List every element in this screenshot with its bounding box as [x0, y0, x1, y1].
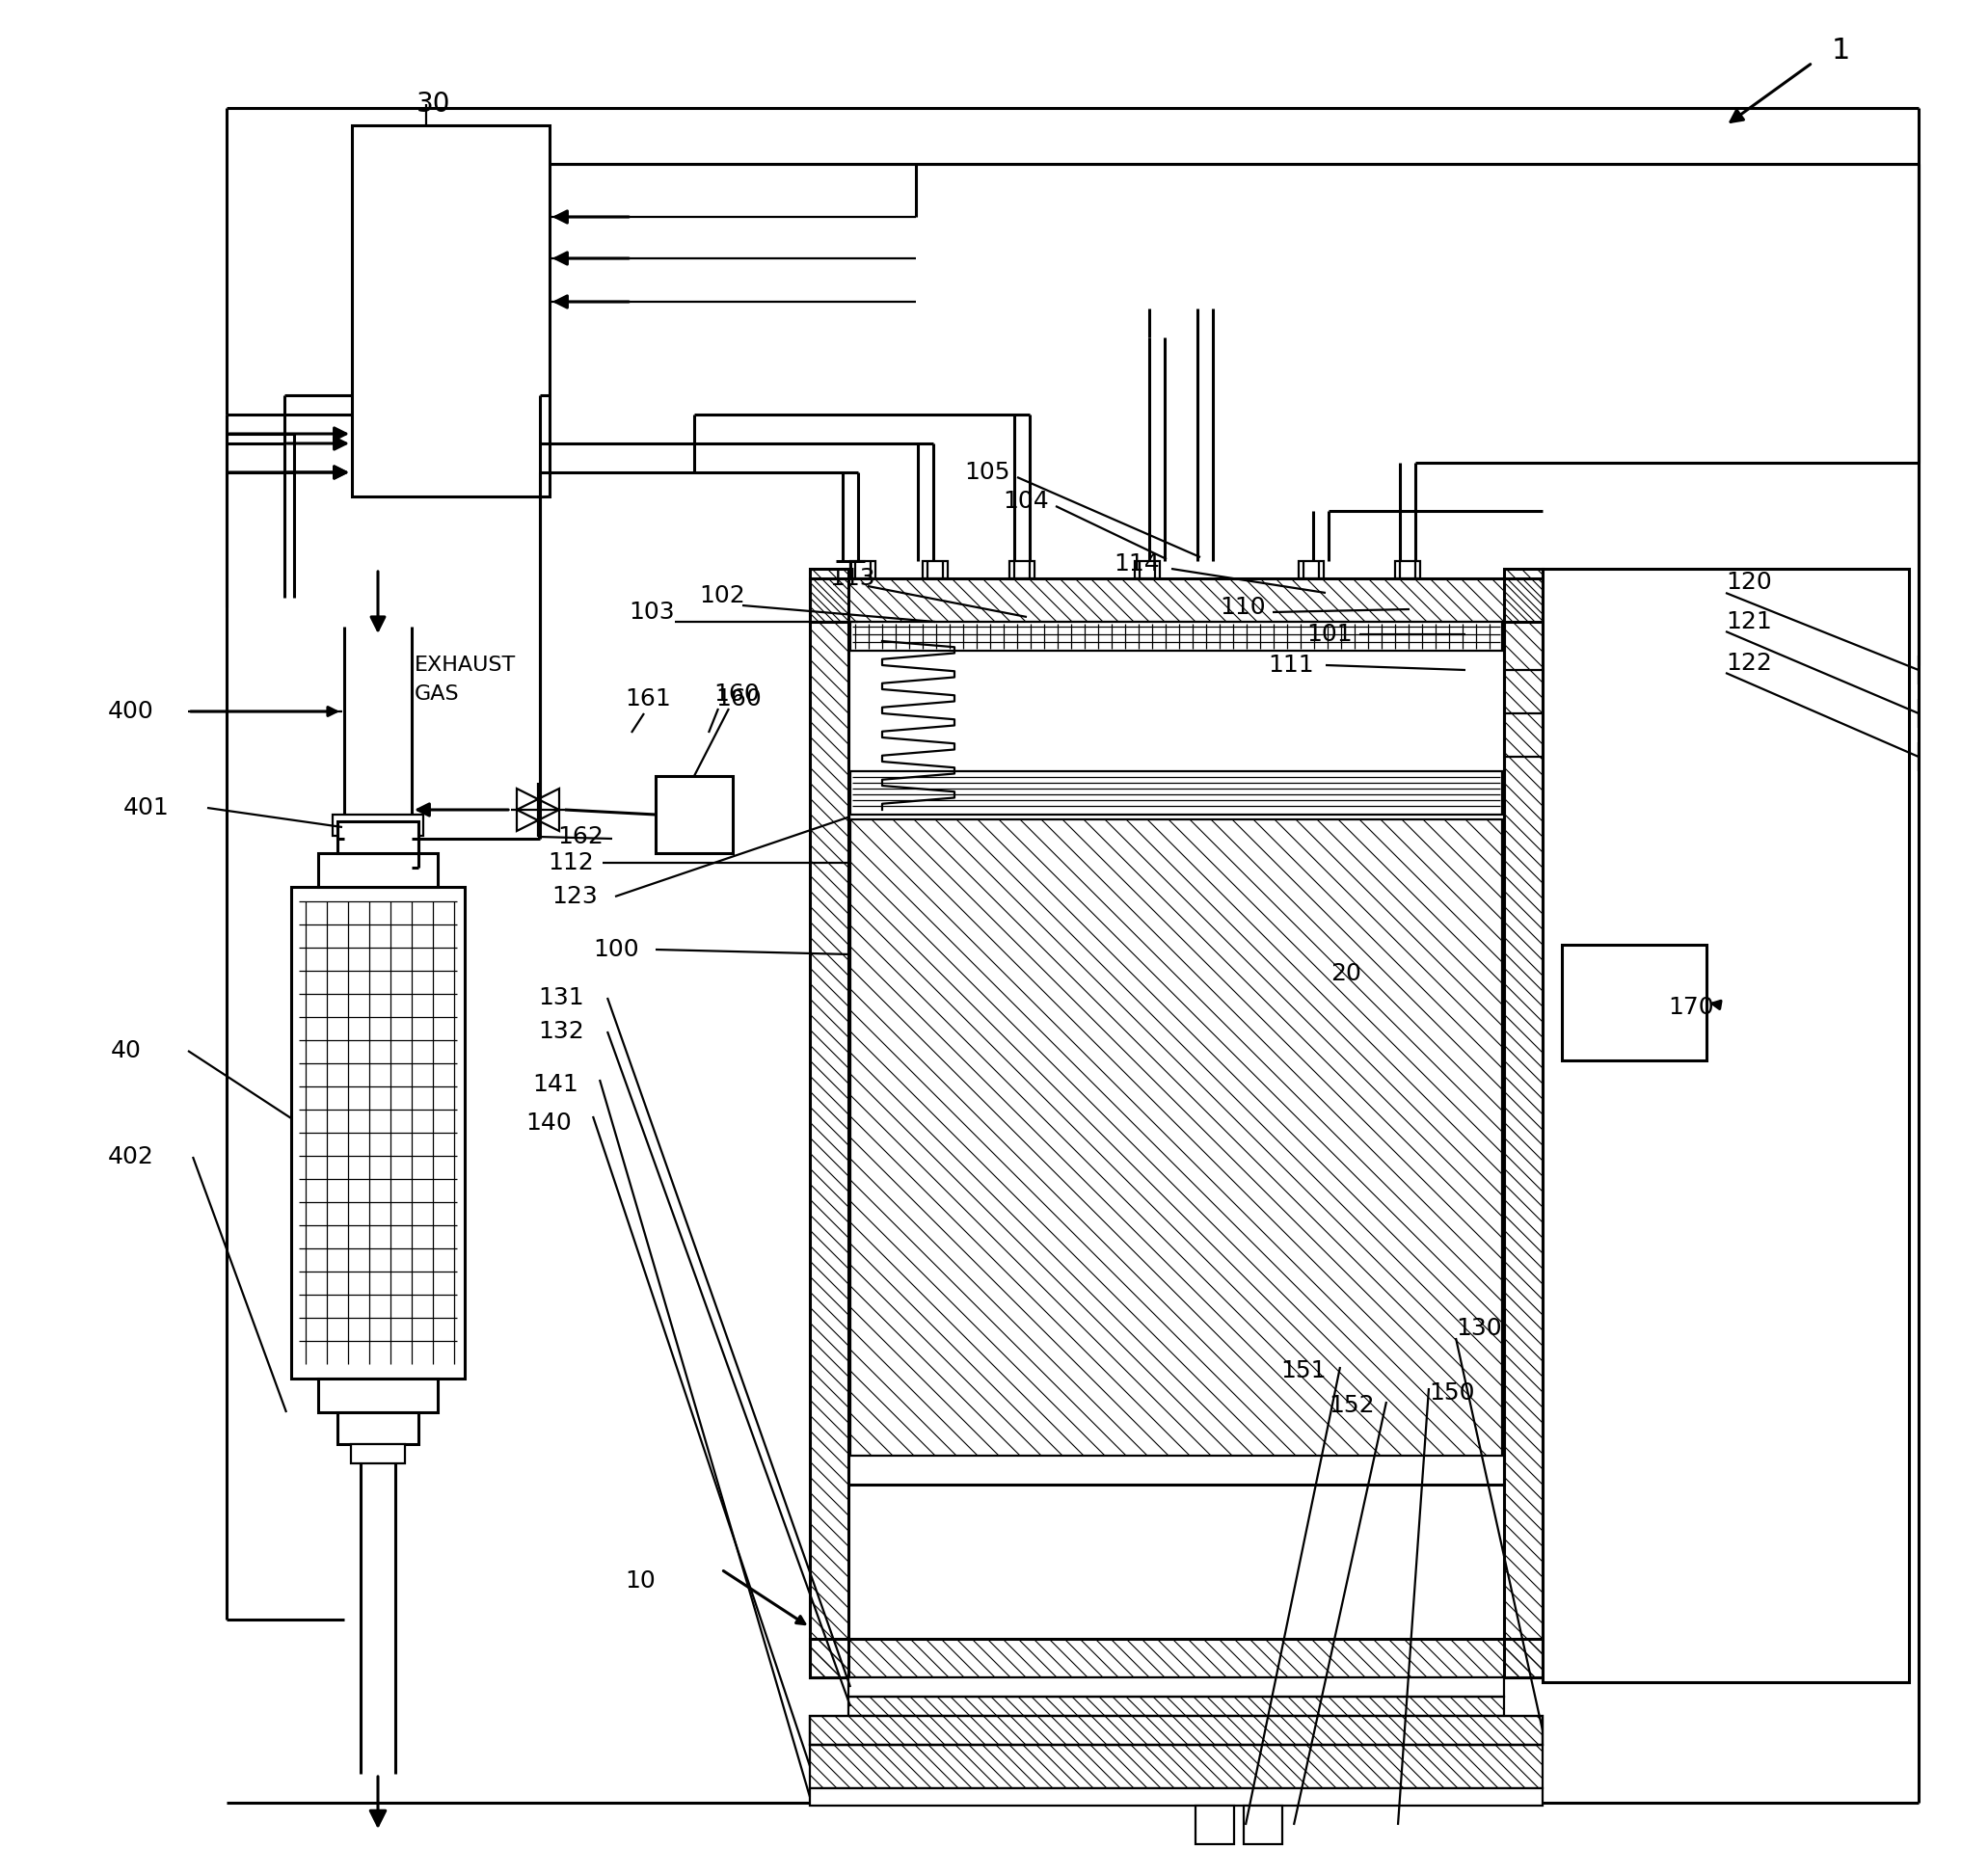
Text: 152: 152 — [1328, 1393, 1374, 1418]
Bar — [290, 887, 465, 1378]
Bar — [922, 561, 948, 577]
Bar — [849, 1678, 1505, 1697]
Bar — [332, 814, 423, 836]
Bar — [849, 1697, 1505, 1716]
Text: 40: 40 — [111, 1039, 141, 1063]
Bar — [1543, 568, 1908, 1682]
Bar — [1396, 561, 1419, 577]
Text: 122: 122 — [1726, 652, 1771, 675]
Bar — [1298, 561, 1324, 577]
Text: 123: 123 — [551, 885, 598, 908]
Text: 110: 110 — [1219, 596, 1266, 619]
Text: 112: 112 — [547, 851, 594, 874]
Bar — [851, 771, 1503, 814]
Bar — [809, 577, 1543, 622]
Text: 102: 102 — [700, 585, 746, 608]
Bar — [352, 126, 549, 497]
Bar — [809, 1716, 1543, 1746]
Bar — [809, 568, 849, 1678]
Text: 120: 120 — [1726, 570, 1771, 594]
Bar — [318, 1378, 437, 1412]
Bar — [352, 1444, 406, 1462]
Bar — [809, 1639, 1543, 1678]
Text: 100: 100 — [592, 938, 638, 962]
Bar — [851, 819, 1503, 1455]
Text: 170: 170 — [1668, 996, 1714, 1018]
Bar — [1563, 945, 1706, 1061]
Text: 151: 151 — [1280, 1359, 1326, 1382]
Text: 103: 103 — [628, 600, 674, 624]
Bar — [851, 561, 875, 577]
Text: 114: 114 — [1113, 553, 1159, 576]
Bar — [338, 1412, 417, 1444]
Bar — [318, 853, 437, 887]
Text: 131: 131 — [539, 986, 584, 1009]
Text: EXHAUST: EXHAUST — [415, 656, 517, 675]
Text: 101: 101 — [1306, 622, 1352, 645]
Text: 105: 105 — [964, 461, 1010, 484]
Bar — [809, 1716, 1543, 1746]
Text: 30: 30 — [417, 90, 451, 118]
Text: 140: 140 — [525, 1112, 571, 1134]
Text: 121: 121 — [1726, 609, 1771, 634]
Bar — [656, 776, 734, 853]
Text: 1: 1 — [1831, 36, 1851, 64]
Text: 162: 162 — [557, 825, 604, 848]
Text: 160: 160 — [714, 682, 759, 705]
Bar — [1010, 561, 1034, 577]
Text: 401: 401 — [123, 797, 169, 819]
Text: 402: 402 — [107, 1146, 155, 1168]
Text: 130: 130 — [1455, 1316, 1501, 1341]
Bar — [1505, 568, 1543, 1678]
Text: 10: 10 — [624, 1569, 656, 1592]
Bar — [338, 821, 417, 853]
Text: 132: 132 — [539, 1020, 584, 1042]
Bar — [809, 1789, 1543, 1806]
Text: 161: 161 — [624, 688, 670, 711]
Text: 20: 20 — [1330, 962, 1362, 984]
Text: 150: 150 — [1429, 1382, 1475, 1404]
Bar — [809, 1746, 1543, 1789]
Text: GAS: GAS — [415, 684, 459, 703]
Bar — [1244, 1806, 1282, 1845]
Text: 113: 113 — [829, 566, 875, 591]
Bar — [1195, 1806, 1235, 1845]
Text: 104: 104 — [1002, 489, 1050, 514]
Text: 160: 160 — [716, 688, 761, 711]
Bar — [849, 622, 1505, 1485]
Text: 111: 111 — [1268, 654, 1314, 677]
Bar — [1135, 561, 1159, 577]
Text: 400: 400 — [107, 699, 153, 724]
Bar — [851, 622, 1503, 651]
Text: 141: 141 — [533, 1072, 579, 1097]
